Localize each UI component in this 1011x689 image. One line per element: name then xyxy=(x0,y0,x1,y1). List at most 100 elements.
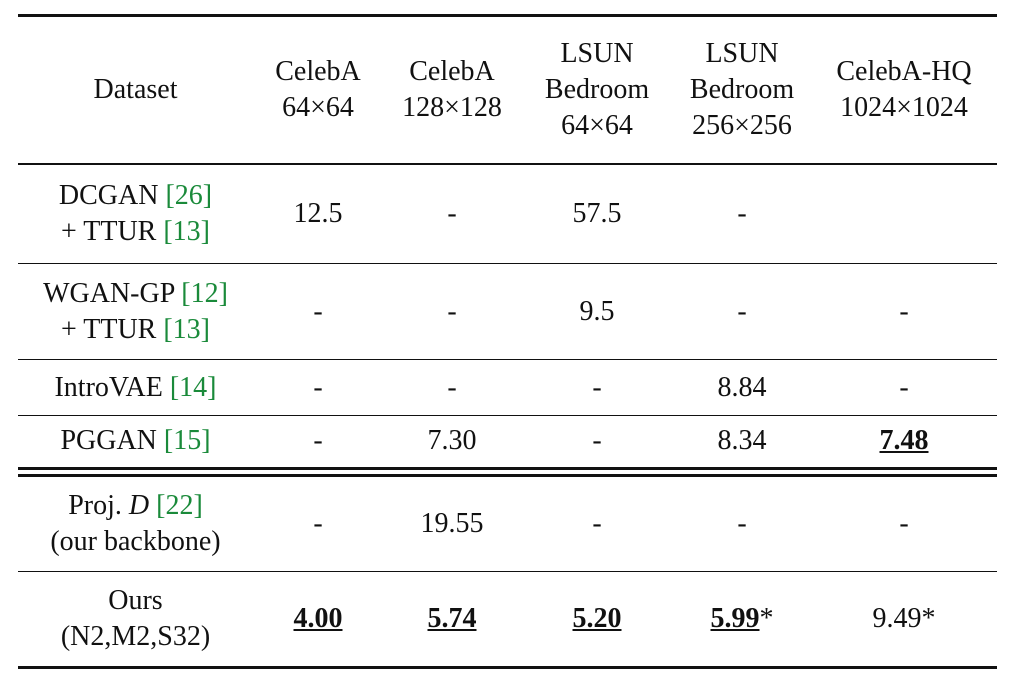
value: - xyxy=(737,197,747,229)
method-line: + TTUR [13] xyxy=(18,312,253,348)
value: - xyxy=(899,295,909,327)
row: WGAN-GP [12] + TTUR [13] - - 9.5 - - xyxy=(18,264,997,360)
header-row: Dataset CelebA 64×64 CelebA 128×128 LSUN Bedro… xyxy=(18,15,997,164)
table-body: DCGAN [26] + TTUR [13] 12.5 - 57.5 - WGAN-G… xyxy=(18,164,997,668)
value: 5.99 xyxy=(710,603,760,634)
header-line: Bedroom xyxy=(544,73,650,105)
value-cell: 8.34 xyxy=(673,416,811,472)
header-line: 256×256 xyxy=(692,109,792,141)
value: - xyxy=(592,425,602,457)
header-line: 64×64 xyxy=(282,91,354,123)
value-cell: - xyxy=(253,264,383,360)
header-line: 1024×1024 xyxy=(840,91,968,123)
method-cell: WGAN-GP [12] + TTUR [13] xyxy=(18,264,253,360)
header-cell: CelebA 128×128 xyxy=(383,16,521,164)
value-cell: - xyxy=(253,416,383,472)
value: - xyxy=(313,507,323,539)
method-name: PGGAN xyxy=(60,425,157,457)
value-cell: 5.99* xyxy=(673,572,811,668)
row: DCGAN [26] + TTUR [13] 12.5 - 57.5 - xyxy=(18,164,997,264)
value: - xyxy=(899,507,909,539)
value-cell: 9.49* xyxy=(811,572,997,668)
method-line: DCGAN [26] xyxy=(18,178,253,214)
value: - xyxy=(737,507,747,539)
value: 9.5 xyxy=(579,295,615,327)
header-line: Bedroom xyxy=(689,73,795,105)
value-note: * xyxy=(921,603,936,634)
value-cell: 57.5 xyxy=(521,164,673,264)
value-cell: 19.55 xyxy=(383,472,521,572)
method-name: + TTUR xyxy=(60,215,157,247)
method-name: Proj. xyxy=(68,489,122,521)
value: - xyxy=(592,371,602,403)
row: IntroVAE [14] - - - 8.84 - xyxy=(18,360,997,416)
method-name: IntroVAE xyxy=(54,371,163,403)
row: Ours (N2,M2,S32) 4.00 5.74 5.20 5.99* 9.49* xyxy=(18,572,997,668)
value-cell: 4.00 xyxy=(253,572,383,668)
value: - xyxy=(313,425,323,457)
value: 5.74 xyxy=(427,603,477,634)
header-line: 64×64 xyxy=(561,109,633,141)
value-cell: - xyxy=(521,360,673,416)
value: - xyxy=(592,507,602,539)
value-cell: - xyxy=(383,360,521,416)
value-cell: - xyxy=(811,264,997,360)
value-cell: - xyxy=(253,360,383,416)
method-cell: IntroVAE [14] xyxy=(18,360,253,416)
value: - xyxy=(313,371,323,403)
value-cell: 8.84 xyxy=(673,360,811,416)
header-line: CelebA xyxy=(409,55,495,87)
header-line: LSUN xyxy=(705,37,779,69)
value-cell: - xyxy=(673,264,811,360)
row: Proj. D [22] (our backbone) - 19.55 - - - xyxy=(18,472,997,572)
header-cell: LSUN Bedroom 64×64 xyxy=(521,16,673,164)
value: 4.00 xyxy=(293,603,343,634)
value-cell xyxy=(811,164,997,264)
header-line: Dataset xyxy=(93,73,178,105)
value: 5.20 xyxy=(572,603,622,634)
method-name: DCGAN xyxy=(58,179,159,211)
value: 19.55 xyxy=(420,507,484,539)
header-cell: Dataset xyxy=(18,16,253,164)
value-cell: 5.74 xyxy=(383,572,521,668)
method-cell: Ours (N2,M2,S32) xyxy=(18,572,253,668)
method-cell: Proj. D [22] (our backbone) xyxy=(18,472,253,572)
value-cell: 9.5 xyxy=(521,264,673,360)
value: - xyxy=(447,371,457,403)
value: - xyxy=(447,295,457,327)
row: PGGAN [15] - 7.30 - 8.34 7.48 xyxy=(18,416,997,472)
value-cell: - xyxy=(673,472,811,572)
citation: [13] xyxy=(163,215,211,247)
citation: [26] xyxy=(165,179,213,211)
citation: [12] xyxy=(181,277,228,309)
header-line: LSUN xyxy=(560,37,634,69)
value-cell: 12.5 xyxy=(253,164,383,264)
value: 8.84 xyxy=(717,371,767,403)
method-note: (our backbone) xyxy=(50,525,221,557)
method-symbol: D xyxy=(128,489,150,521)
header-line: CelebA-HQ xyxy=(836,55,972,87)
header-line: CelebA xyxy=(275,55,361,87)
value-cell: 7.48 xyxy=(811,416,997,472)
header-cell: LSUN Bedroom 256×256 xyxy=(673,16,811,164)
header-cell: CelebA 64×64 xyxy=(253,16,383,164)
value: 7.48 xyxy=(879,425,929,457)
method-line: Proj. D [22] xyxy=(18,488,253,524)
value-cell: - xyxy=(383,264,521,360)
value-cell: - xyxy=(521,416,673,472)
method-name: Ours xyxy=(108,585,163,616)
citation: [15] xyxy=(163,425,211,457)
value-cell: - xyxy=(673,164,811,264)
method-config: (N2,M2,S32) xyxy=(60,621,211,652)
value: 57.5 xyxy=(572,197,622,229)
value: - xyxy=(899,371,909,403)
value: 7.30 xyxy=(427,425,477,457)
method-line: + TTUR [13] xyxy=(18,214,253,250)
method-name: WGAN-GP xyxy=(43,277,175,309)
method-line: WGAN-GP [12] xyxy=(18,276,253,312)
method-cell: PGGAN [15] xyxy=(18,416,253,472)
results-table: Dataset CelebA 64×64 CelebA 128×128 LSUN Bedro… xyxy=(18,14,997,669)
value: - xyxy=(447,197,457,229)
value-cell: - xyxy=(521,472,673,572)
